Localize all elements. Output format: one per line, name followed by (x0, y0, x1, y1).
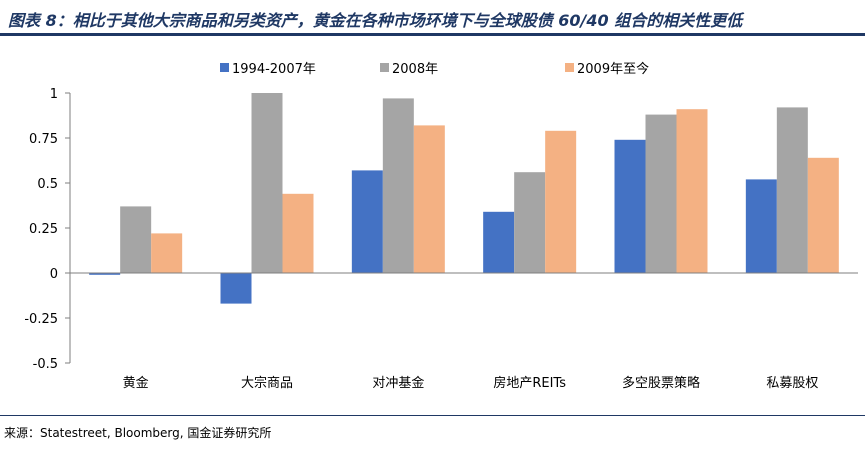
bar (220, 273, 252, 304)
title-divider (0, 33, 865, 36)
legend-label: 1994-2007年 (232, 62, 316, 77)
x-category-label: 大宗商品 (241, 375, 293, 391)
legend-swatch (565, 63, 574, 72)
bar (645, 114, 677, 273)
bar (614, 139, 646, 273)
y-tick-label: -0.25 (24, 312, 58, 327)
bar (120, 206, 152, 273)
bar (151, 233, 183, 273)
y-tick-label: 0 (50, 267, 58, 282)
bar (89, 273, 121, 275)
x-category-label: 多空股票策略 (622, 375, 700, 391)
bar (807, 157, 839, 273)
bar (776, 107, 808, 274)
y-tick-label: 0.75 (29, 132, 58, 147)
bar-chart: -0.5 -0.25 0 0.25 0.5 0.75 1 黄金 大宗商品 对冲基金 房地产REITs… (24, 61, 858, 391)
y-tick-label: 0.5 (37, 177, 58, 192)
bar (251, 93, 283, 273)
bar (351, 170, 383, 273)
bar (413, 125, 445, 274)
chart-title: 图表 8：相比于其他大宗商品和另类资产，黄金在各种市场环境下与全球股债 60/4… (8, 11, 743, 30)
y-tick-label: -0.5 (33, 357, 58, 372)
y-tick-label: 0.25 (29, 222, 58, 237)
legend-label: 2008年 (392, 62, 438, 77)
x-category-label: 黄金 (123, 375, 149, 391)
legend-swatch (220, 63, 229, 72)
source-divider (0, 415, 865, 416)
bar (382, 98, 414, 274)
bar (745, 179, 777, 273)
x-category-label: 私募股权 (766, 375, 818, 391)
legend-label: 2009年至今 (577, 61, 649, 77)
bar (545, 130, 577, 273)
bar (676, 109, 708, 273)
bar (282, 193, 314, 273)
title-bar: 图表 8：相比于其他大宗商品和另类资产，黄金在各种市场环境下与全球股债 60/4… (0, 0, 865, 38)
x-category-label: 对冲基金 (372, 375, 424, 391)
bar (483, 211, 515, 273)
bar (514, 172, 546, 273)
source-note: 来源：Statestreet, Bloomberg, 国金证券研究所 (4, 426, 272, 440)
x-category-label: 房地产REITs (493, 375, 566, 391)
legend-swatch (380, 63, 389, 72)
y-tick-label: 1 (50, 87, 58, 102)
